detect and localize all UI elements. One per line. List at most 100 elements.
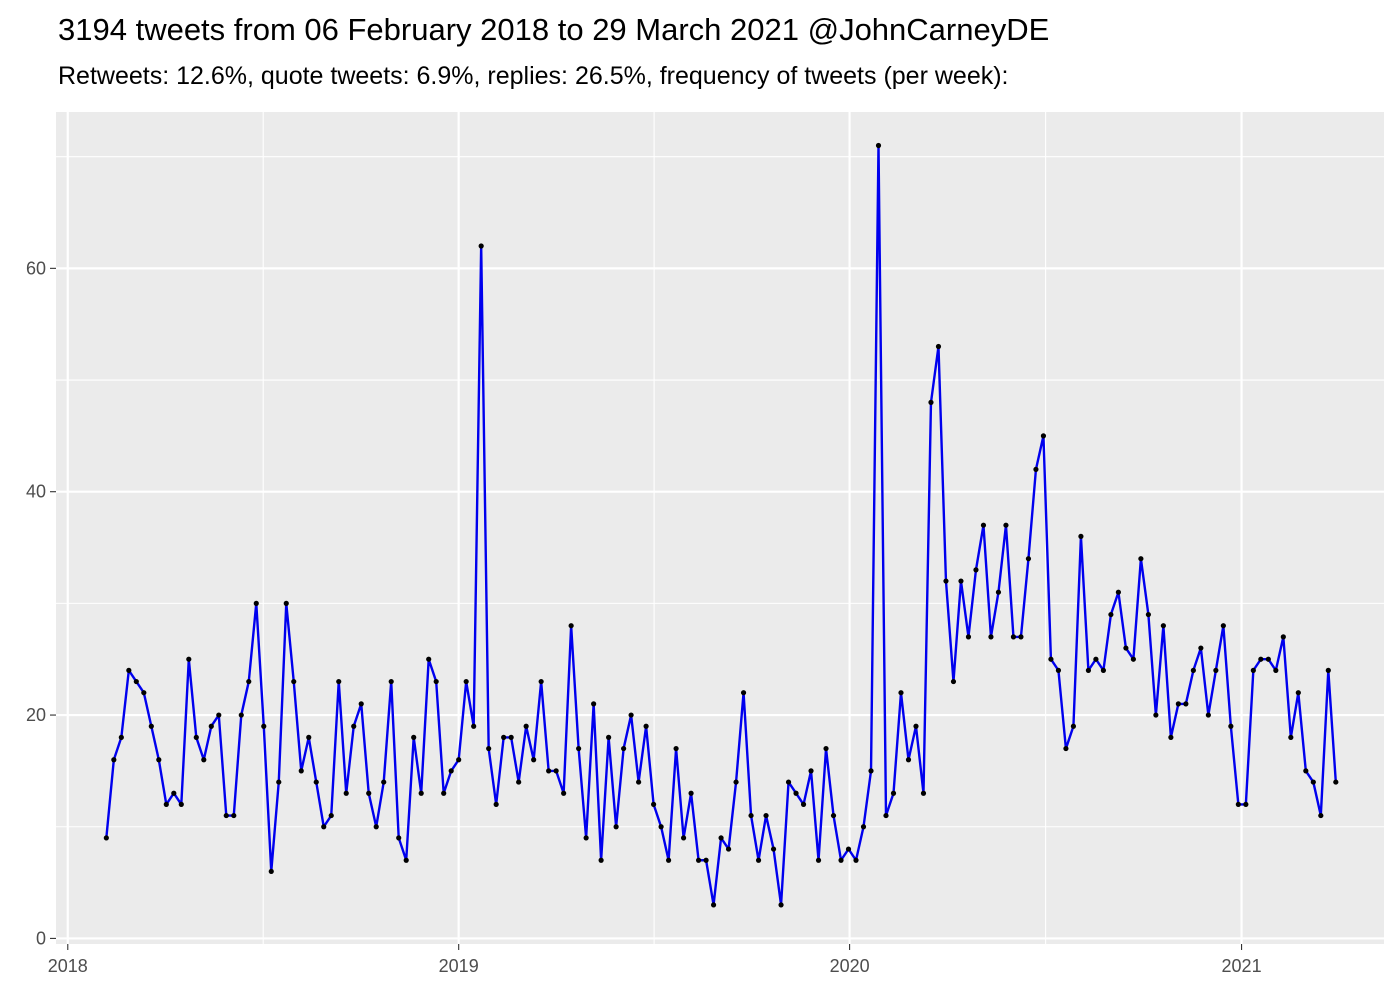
y-tick-label: 60 [26,258,46,278]
data-point [868,768,874,774]
y-tick-label: 20 [26,705,46,725]
data-point [1085,667,1092,673]
data-point [313,779,319,785]
data-point [755,857,762,863]
data-point [1123,645,1129,651]
data-point [1280,634,1286,640]
data-point [1153,712,1159,718]
data-point [418,790,424,796]
data-point [426,656,432,662]
data-point [838,857,844,863]
data-point [1258,656,1264,662]
data-point [1198,645,1204,651]
data-point [396,835,402,841]
data-point [268,868,274,875]
data-point [1145,611,1151,618]
data-point [973,567,979,573]
y-tick-label: 40 [26,482,46,502]
data-point [785,779,792,785]
data-point [103,835,109,841]
data-point [1273,667,1279,673]
data-point [366,790,372,796]
data-point [478,243,484,249]
data-point [493,801,499,808]
plot-panel [56,112,1384,944]
data-point [733,779,739,785]
data-point [688,790,694,796]
data-point [238,712,244,718]
data-point [725,846,732,852]
data-point [343,790,349,796]
data-point [958,578,964,584]
data-point [403,857,409,863]
x-tick-label: 2020 [830,956,870,976]
data-point [1055,667,1062,673]
data-point [1243,801,1249,808]
data-point [1108,611,1114,618]
data-point [770,846,777,852]
data-point [748,812,754,819]
chart-subtitle: Retweets: 12.6%, quote tweets: 6.9%, rep… [58,62,1009,90]
data-point [1033,466,1039,472]
data-point [1160,623,1166,629]
data-point [171,790,177,796]
data-point [778,902,784,908]
data-point [1130,656,1136,662]
data-point [381,779,387,785]
data-point [1138,556,1144,562]
data-point [186,656,192,662]
data-point [1288,734,1294,741]
data-point [800,801,807,808]
data-point [875,142,882,149]
data-point [1265,656,1271,662]
data-point [156,757,162,763]
data-point [1078,533,1084,539]
data-point [613,824,619,830]
data-point [163,801,169,808]
data-point [890,790,897,796]
data-point [583,835,589,841]
data-point [1040,433,1047,439]
data-point [898,690,904,696]
data-point [606,734,612,741]
data-point [1003,522,1009,528]
data-point [486,745,492,752]
data-point [283,600,289,606]
data-point [965,634,972,640]
data-point [306,734,312,741]
data-point [276,779,282,785]
data-point [845,846,852,852]
data-point [388,678,394,685]
data-point [823,745,829,752]
x-axis: 2018 2019 2020 2021 [48,944,1262,976]
data-point [1183,701,1189,707]
data-point [576,745,582,752]
data-point [710,902,717,908]
data-point [860,824,867,830]
data-point [598,857,604,863]
data-point [373,824,379,830]
data-point [628,712,634,718]
data-point [433,678,439,685]
data-point [201,757,207,763]
data-point [456,757,462,763]
data-point [321,824,327,830]
data-point [516,779,522,785]
data-point [523,723,529,729]
data-point [920,790,927,796]
data-point [1115,589,1121,595]
data-point [358,701,364,707]
chart-title: 3194 tweets from 06 February 2018 to 29 … [58,12,1050,47]
data-point [448,768,454,774]
data-point [193,734,199,741]
data-point [643,723,649,729]
y-axis: 0 20 40 60 [26,258,56,948]
data-point [621,745,627,752]
data-point [351,723,357,729]
data-point [1333,779,1339,785]
data-point [830,812,837,819]
data-point [298,768,304,774]
data-point [1070,723,1077,729]
data-point [223,812,229,819]
data-point [1295,690,1301,696]
